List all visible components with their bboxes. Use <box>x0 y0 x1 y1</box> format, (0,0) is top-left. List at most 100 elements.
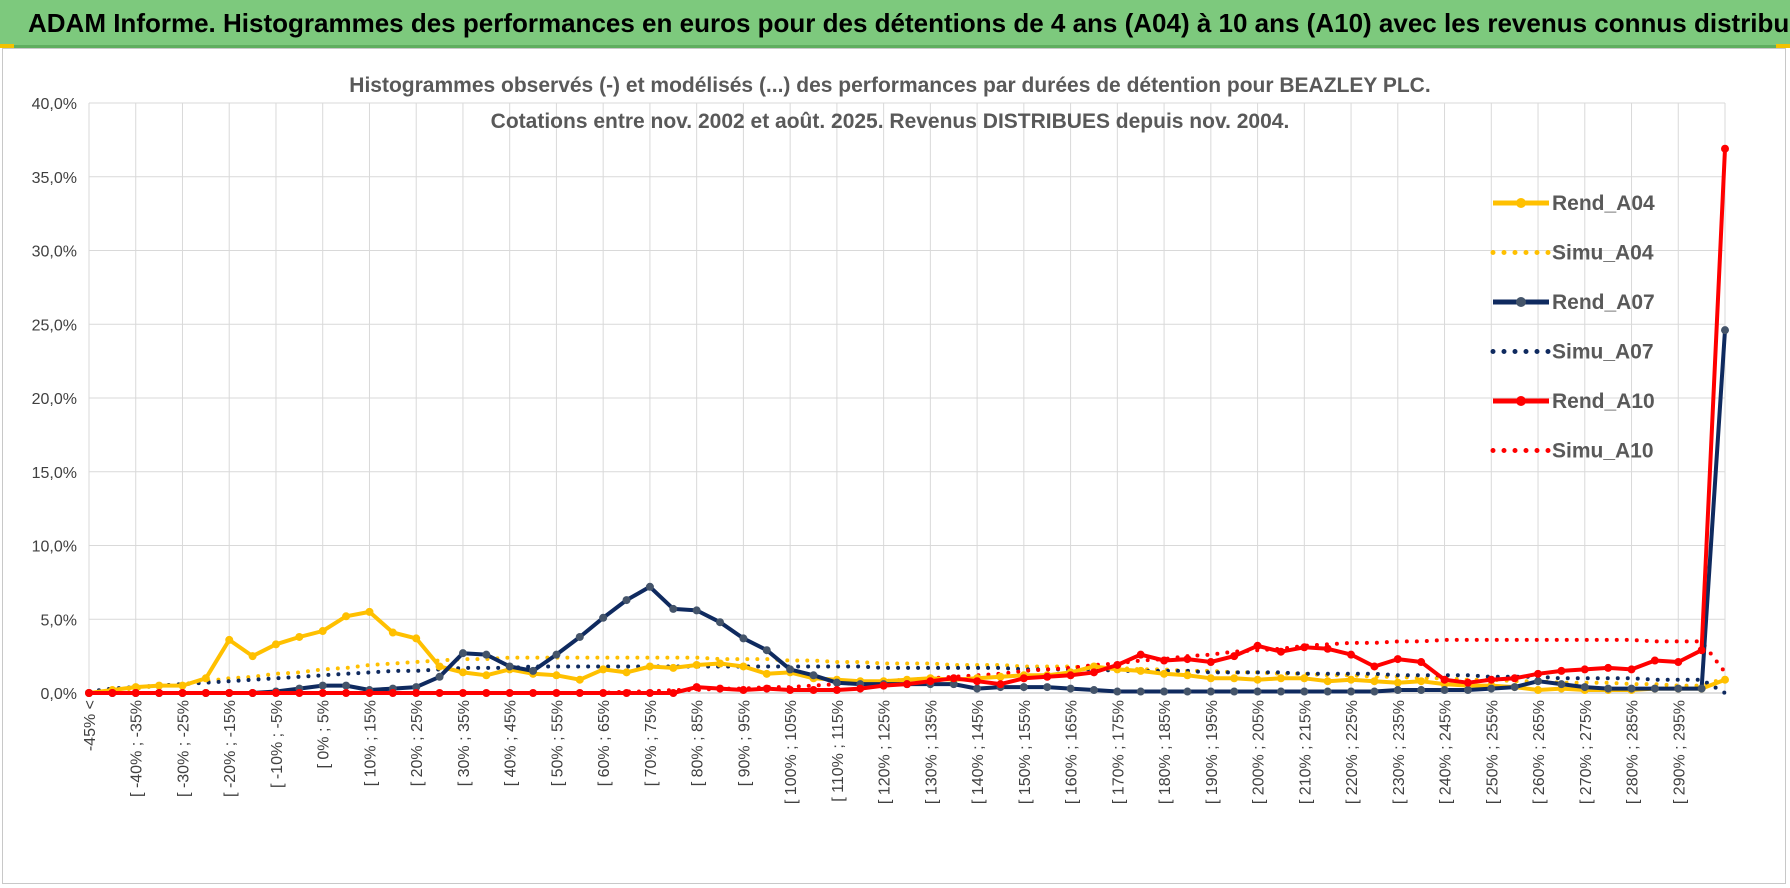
data-point <box>1650 684 1659 693</box>
chart-subtitle: Cotations entre nov. 2002 et août. 2025.… <box>491 110 1290 133</box>
data-point <box>949 680 958 689</box>
x-tick-label: [ 210% ; 215% <box>1297 700 1314 804</box>
y-tick-label: 0,0% <box>41 686 77 703</box>
chart-title: Histogrammes observés (-) et modélisés (… <box>349 74 1430 97</box>
data-point <box>762 646 771 655</box>
data-point <box>996 672 1005 681</box>
data-point <box>832 686 841 695</box>
data-point <box>108 689 117 697</box>
legend: Rend_A04 Simu_A04 Rend_A07 Simu_A07 Rend_A10… <box>1490 192 1655 463</box>
x-tick-label: [ 290% ; 295% <box>1671 700 1688 804</box>
x-tick-label: [ 230% ; 235% <box>1391 700 1408 804</box>
data-point <box>1534 686 1543 695</box>
data-point <box>692 660 701 669</box>
data-point <box>1510 683 1519 692</box>
series-simu-a07 <box>87 664 1727 695</box>
data-point <box>599 665 608 674</box>
data-point <box>1393 686 1402 695</box>
data-point <box>949 674 958 683</box>
data-point <box>248 689 257 697</box>
data-point <box>225 635 234 644</box>
data-point <box>1230 652 1239 661</box>
series-simu-a04 <box>87 655 1727 694</box>
data-point <box>1463 686 1472 695</box>
data-point <box>1183 655 1192 664</box>
data-point <box>1370 687 1379 696</box>
y-tick-label: 35,0% <box>32 170 77 187</box>
data-point <box>458 689 467 697</box>
data-point <box>739 634 748 643</box>
data-point <box>1043 683 1052 692</box>
data-point <box>552 650 561 659</box>
series-group <box>85 144 1729 697</box>
data-point <box>669 663 678 672</box>
data-point <box>131 683 140 692</box>
x-tick-label: [ 190% ; 195% <box>1204 700 1221 804</box>
legend-marker <box>1516 297 1526 307</box>
data-point <box>856 684 865 693</box>
legend-label: Rend_A07 <box>1552 291 1655 314</box>
data-point <box>622 668 631 677</box>
corner-mark-right <box>1776 44 1790 48</box>
data-point <box>1160 656 1169 665</box>
data-point <box>973 684 982 693</box>
data-point <box>1721 326 1729 335</box>
x-tick-label: [ -30% ; -25% <box>175 700 192 797</box>
data-point <box>1136 687 1145 696</box>
data-point <box>178 681 187 690</box>
report-title: ADAM Informe. Histogrammes des performan… <box>28 8 1790 38</box>
data-point <box>482 650 491 659</box>
data-point <box>505 662 514 671</box>
y-tick-label: 20,0% <box>32 391 77 408</box>
data-point <box>318 689 327 697</box>
x-tick-label: [ 270% ; 275% <box>1578 700 1595 804</box>
legend-item-simu-a04: Simu_A04 <box>1490 242 1654 265</box>
data-point <box>155 681 164 690</box>
data-point <box>599 689 608 697</box>
data-point <box>435 662 444 671</box>
data-point <box>692 683 701 692</box>
data-point <box>1534 677 1543 686</box>
y-tick-label: 40,0% <box>32 96 77 113</box>
x-tick-label: [ 110% ; 115% <box>830 700 847 802</box>
data-point <box>1370 662 1379 671</box>
data-point <box>1417 686 1426 695</box>
x-tick-label: [ 130% ; 135% <box>923 700 940 804</box>
data-point <box>786 686 795 695</box>
data-point <box>1113 660 1122 669</box>
x-tick-label: [ -20% ; -15% <box>222 700 239 797</box>
data-point <box>1347 687 1356 696</box>
data-point <box>505 689 514 697</box>
data-point <box>1627 684 1636 693</box>
data-point <box>1089 668 1098 677</box>
y-axis: 0,0% 5,0% 10,0% 15,0% 20,0% 25,0% 30,0% 35,0% 40… <box>32 96 77 703</box>
data-point <box>1206 687 1215 696</box>
x-tick-label: [ 50% ; 55% <box>549 700 566 786</box>
series-line <box>87 655 1727 694</box>
data-point <box>762 669 771 678</box>
data-point <box>1276 687 1285 696</box>
data-point <box>786 665 795 674</box>
data-point <box>903 680 911 689</box>
y-tick-label: 30,0% <box>32 244 77 261</box>
data-point <box>1347 675 1356 684</box>
data-point <box>1580 683 1589 692</box>
legend-item-simu-a07: Simu_A07 <box>1490 341 1654 364</box>
data-point <box>1440 686 1449 695</box>
data-point <box>1674 684 1683 693</box>
data-point <box>1136 666 1145 675</box>
data-point <box>716 684 725 693</box>
data-point <box>1697 684 1706 693</box>
data-point <box>1230 674 1239 683</box>
data-point <box>1417 658 1426 667</box>
data-point <box>1674 658 1683 667</box>
x-axis: -45% < [ -40% ; -35% [ -30% ; -25% [ -20% ;… <box>82 700 1688 804</box>
data-point <box>1253 641 1262 650</box>
data-point <box>669 604 678 613</box>
corner-mark-left <box>0 44 14 48</box>
x-tick-label: [ 280% ; 285% <box>1625 700 1642 804</box>
data-point <box>435 689 444 697</box>
data-point <box>435 672 444 681</box>
data-point <box>1697 646 1706 655</box>
